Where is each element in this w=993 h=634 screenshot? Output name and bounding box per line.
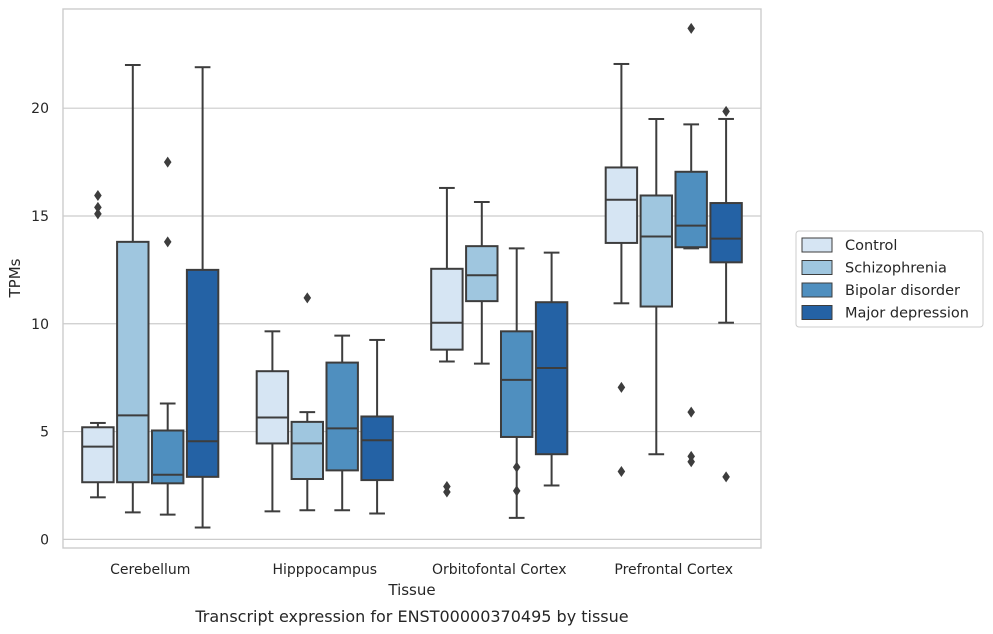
y-tick-label: 0: [40, 532, 49, 548]
outlier-point: [617, 465, 626, 477]
outlier-point: [94, 208, 102, 220]
legend-frame: [795, 230, 984, 328]
x-ticks: Cerebellum Hipppocampus Orbitofontal Corte…: [110, 562, 733, 578]
box-group: [430, 186, 464, 498]
box: [360, 415, 394, 482]
box: [604, 166, 639, 244]
x-tick-label: Cerebellum: [110, 562, 190, 578]
box: [709, 202, 743, 264]
chart-caption: Transcript expression for ENST0000037049…: [194, 607, 628, 626]
y-axis-label: TPMs: [6, 258, 24, 298]
box-group: [290, 292, 325, 512]
y-tick-label: 15: [31, 209, 49, 225]
box: [465, 245, 499, 303]
box: [639, 194, 674, 308]
box-group: [674, 22, 708, 468]
box-group: [709, 105, 743, 483]
outlier-point: [687, 406, 695, 418]
outlier-point: [163, 236, 172, 248]
box-group: [81, 189, 115, 499]
legend-swatch: [801, 282, 833, 298]
x-tick-label: Hipppocampus: [272, 562, 377, 578]
legend-swatch: [801, 237, 833, 253]
box: [499, 330, 534, 438]
box-group: [325, 334, 359, 512]
box: [534, 301, 569, 456]
y-tick-label: 20: [31, 101, 49, 117]
outlier-point: [94, 189, 102, 201]
outlier-point: [94, 201, 102, 213]
legend-label: Schizophrenia: [845, 261, 947, 277]
x-axis-label: Tissue: [387, 581, 435, 599]
x-tick-label: Orbitofontal Cortex: [432, 562, 567, 578]
box: [116, 240, 150, 484]
box-group: [465, 200, 499, 365]
box-group: [116, 64, 150, 514]
outlier-point: [687, 22, 695, 34]
legend-label: Control: [845, 238, 897, 254]
outlier-point: [722, 471, 730, 483]
plot-frame: [62, 8, 762, 549]
box: [290, 420, 325, 481]
y-ticks: 0 5 10 15 20: [31, 101, 49, 548]
legend: Control Schizophrenia Bipolar disorder Majo…: [795, 230, 984, 328]
boxes: [81, 22, 743, 529]
outlier-point: [687, 450, 695, 462]
legend-label: Bipolar disorder: [845, 283, 960, 299]
box-group: [534, 251, 569, 487]
box: [325, 361, 359, 472]
legend-label: Major depression: [845, 306, 969, 322]
outlier-point: [303, 292, 312, 304]
outlier-point: [617, 381, 626, 393]
outlier-point: [163, 156, 172, 168]
outlier-point: [512, 485, 521, 497]
box-group: [499, 247, 534, 519]
box: [430, 267, 464, 351]
y-tick-label: 5: [40, 425, 49, 441]
box-group: [255, 330, 290, 513]
outlier-point: [443, 481, 451, 493]
box: [185, 268, 220, 478]
box-group: [604, 62, 639, 477]
outlier-point: [722, 105, 730, 117]
outlier-point: [512, 461, 521, 473]
x-tick-label: Prefrontal Cortex: [614, 562, 733, 578]
box: [81, 426, 115, 484]
y-tick-label: 10: [31, 317, 49, 333]
legend-swatch: [801, 260, 833, 275]
legend-swatch: [801, 305, 833, 320]
box-group: [360, 338, 394, 515]
box: [674, 170, 708, 249]
box-group: [185, 66, 220, 529]
box-group: [150, 156, 185, 516]
box: [255, 370, 290, 445]
box-group: [639, 117, 674, 456]
